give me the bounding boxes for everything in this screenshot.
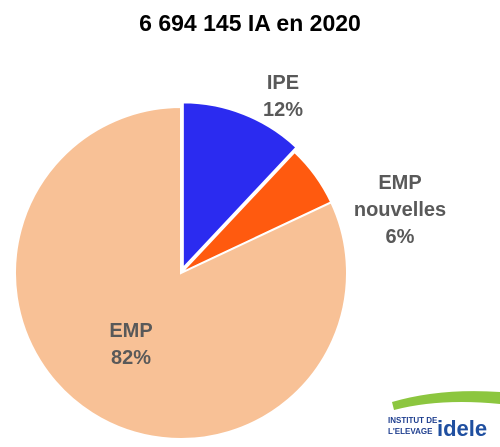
pie-slice bbox=[181, 101, 298, 271]
slice-value-label: 12% bbox=[262, 99, 304, 121]
slice-label: EMP nouvelles bbox=[353, 172, 447, 221]
logo-line1: INSTITUT DE bbox=[388, 416, 438, 425]
slice-value-label: 6% bbox=[385, 226, 415, 248]
slice-value-label: 82% bbox=[110, 347, 152, 369]
logo-brand: idele bbox=[437, 416, 487, 441]
logo-swoosh bbox=[392, 391, 500, 410]
logo-line2: L'ELEVAGE bbox=[388, 427, 433, 436]
slice-label: EMP bbox=[109, 320, 153, 342]
pie-slice bbox=[14, 105, 348, 440]
slice-label: IPE bbox=[266, 72, 300, 94]
chart-title: 6 694 145 IA en 2020 bbox=[139, 10, 361, 36]
